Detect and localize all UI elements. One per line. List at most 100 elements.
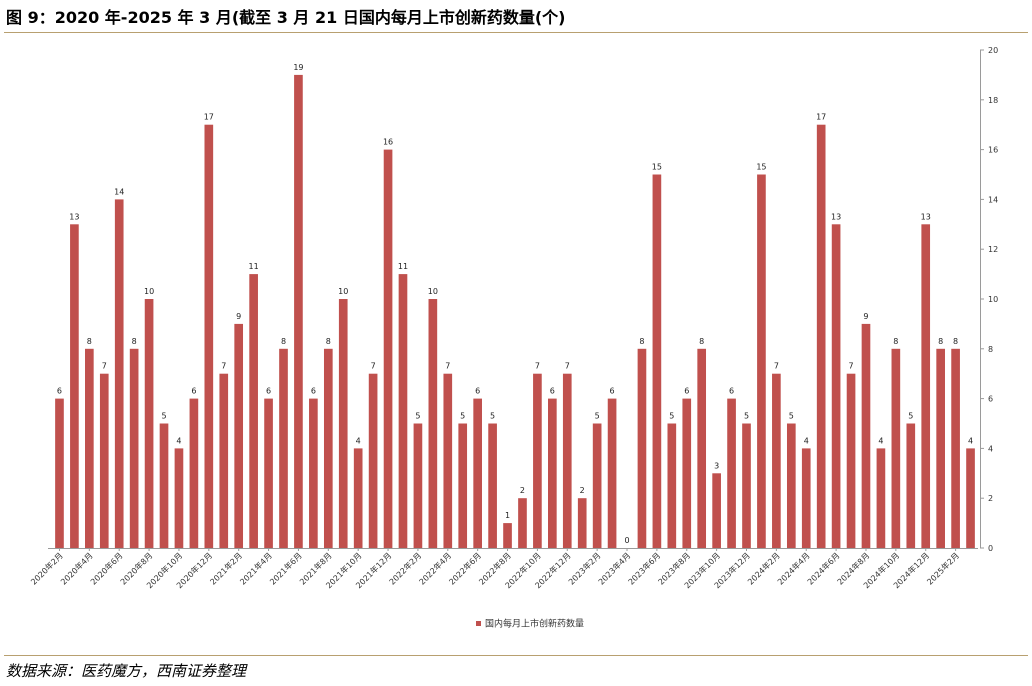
bar	[577, 498, 587, 548]
bar	[249, 274, 258, 548]
data-label: 7	[445, 362, 450, 371]
data-label: 10	[428, 287, 438, 296]
data-label: 13	[69, 212, 79, 221]
bar	[204, 124, 214, 548]
bar	[891, 348, 901, 548]
data-label: 5	[744, 412, 749, 421]
x-tick-label: 2025年2月	[925, 550, 961, 586]
bar	[443, 373, 453, 548]
data-label: 8	[699, 337, 704, 346]
bar	[906, 423, 916, 548]
data-label: 14	[114, 187, 124, 196]
data-label: 1	[505, 511, 510, 520]
bar	[129, 348, 139, 548]
data-label: 7	[221, 362, 226, 371]
bar	[831, 224, 841, 549]
data-label: 5	[908, 412, 913, 421]
y-tick-label: 18	[988, 96, 998, 105]
data-label: 6	[57, 387, 62, 396]
y-tick-label: 6	[988, 395, 993, 404]
bar	[309, 398, 318, 548]
data-label: 8	[326, 337, 331, 346]
data-label: 9	[863, 312, 868, 321]
bar-chart: 6138714810546177911681968104716115107565…	[29, 46, 999, 630]
bar	[114, 199, 124, 548]
bar	[294, 74, 303, 549]
bar	[264, 398, 273, 548]
bar	[861, 323, 871, 548]
y-tick-label: 8	[988, 345, 993, 354]
data-label: 8	[938, 337, 943, 346]
title-divider	[4, 32, 1028, 33]
data-label: 5	[595, 412, 600, 421]
data-label: 5	[415, 412, 420, 421]
bar	[55, 398, 64, 548]
bar	[772, 373, 781, 548]
data-label: 8	[639, 337, 644, 346]
bar	[323, 348, 333, 548]
data-label: 5	[490, 412, 495, 421]
legend-label: 国内每月上市创新药数量	[485, 618, 584, 630]
bar	[503, 523, 512, 548]
data-label: 7	[102, 362, 107, 371]
data-label: 13	[831, 212, 841, 221]
bar	[951, 348, 960, 548]
bar	[458, 423, 468, 548]
data-label: 5	[789, 412, 794, 421]
y-tick-label: 20	[988, 46, 998, 55]
y-tick-label: 16	[988, 146, 998, 155]
y-tick-label: 10	[988, 295, 998, 304]
bar	[742, 423, 751, 548]
bar	[921, 224, 931, 549]
bar	[876, 448, 886, 548]
data-label: 19	[293, 63, 303, 72]
data-label: 6	[550, 387, 555, 396]
data-label: 7	[774, 362, 779, 371]
data-label: 17	[204, 113, 214, 122]
data-label: 7	[849, 362, 854, 371]
data-label: 10	[144, 287, 154, 296]
bar	[174, 448, 184, 548]
data-label: 11	[398, 262, 408, 271]
data-label: 8	[87, 337, 92, 346]
bar	[936, 348, 945, 548]
data-label: 6	[191, 387, 196, 396]
bar	[383, 149, 393, 548]
bar	[144, 299, 154, 548]
bar	[816, 124, 826, 548]
y-tick-label: 14	[988, 195, 998, 204]
data-label: 16	[383, 138, 393, 147]
bar	[488, 423, 497, 548]
data-label: 6	[729, 387, 734, 396]
data-label: 9	[236, 312, 241, 321]
bar	[697, 348, 707, 548]
data-label: 5	[161, 412, 166, 421]
data-label: 2	[520, 486, 525, 495]
data-label: 6	[684, 387, 689, 396]
data-label: 8	[893, 337, 898, 346]
bar	[966, 448, 975, 548]
bar	[712, 473, 721, 548]
bar	[592, 423, 602, 548]
data-label: 15	[652, 163, 662, 172]
bar	[70, 224, 79, 549]
bar	[637, 348, 647, 548]
data-label: 0	[624, 536, 629, 545]
data-label: 3	[714, 461, 719, 470]
data-label: 2	[580, 486, 585, 495]
data-label: 4	[356, 436, 361, 445]
bar	[786, 423, 796, 548]
source-divider	[4, 655, 1028, 656]
bar	[607, 398, 617, 548]
data-label: 8	[132, 337, 137, 346]
bar	[99, 373, 109, 548]
data-label: 10	[338, 287, 348, 296]
data-label: 7	[565, 362, 570, 371]
data-label: 6	[475, 387, 480, 396]
bar	[846, 373, 856, 548]
bar	[353, 448, 363, 548]
data-label: 17	[816, 113, 826, 122]
data-source-note: 数据来源：医药魔方，西南证券整理	[6, 662, 247, 680]
bar	[473, 398, 482, 548]
data-label: 7	[535, 362, 540, 371]
